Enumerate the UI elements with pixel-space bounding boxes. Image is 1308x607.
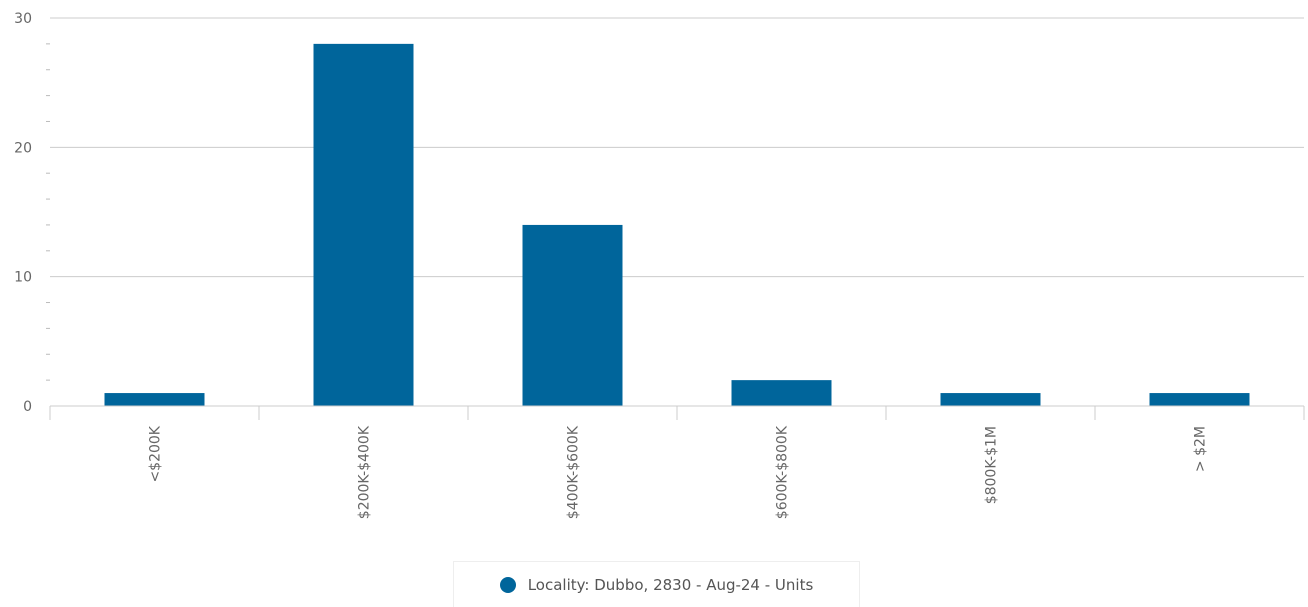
x-tick-label: $800K-$1M <box>984 426 1000 504</box>
bar[interactable] <box>1149 393 1250 406</box>
x-tick-label: $600K-$800K <box>775 425 791 519</box>
bar-chart: 0 10 20 30 <$200K $200K-$400K $400K-$600K $600… <box>14 11 1305 519</box>
x-tick-label: > $2M <box>1193 426 1209 472</box>
x-axis <box>49 405 1305 420</box>
grid-lines <box>50 17 1304 278</box>
bar[interactable] <box>104 393 205 406</box>
x-tick-label: $200K-$400K <box>357 425 373 519</box>
y-minor-ticks <box>46 43 50 381</box>
x-tick-label: $400K-$600K <box>566 425 582 519</box>
x-tick-labels: <$200K $200K-$400K $400K-$600K $600K-$800K $… <box>148 425 1209 519</box>
y-tick-label: 0 <box>23 399 32 415</box>
bar[interactable] <box>313 43 414 406</box>
y-tick-label: 10 <box>14 270 32 286</box>
legend-marker-icon <box>499 576 516 593</box>
y-tick-label: 30 <box>14 11 32 27</box>
bars <box>104 43 1250 406</box>
bar[interactable] <box>940 393 1041 406</box>
bar[interactable] <box>522 224 623 406</box>
bar[interactable] <box>731 380 832 406</box>
y-tick-label: 20 <box>14 140 32 156</box>
legend[interactable]: Locality: Dubbo, 2830 - Aug-24 - Units <box>453 561 860 607</box>
y-tick-labels: 0 10 20 30 <box>14 11 32 415</box>
legend-label: Locality: Dubbo, 2830 - Aug-24 - Units <box>527 575 814 594</box>
x-tick-label: <$200K <box>148 425 164 482</box>
